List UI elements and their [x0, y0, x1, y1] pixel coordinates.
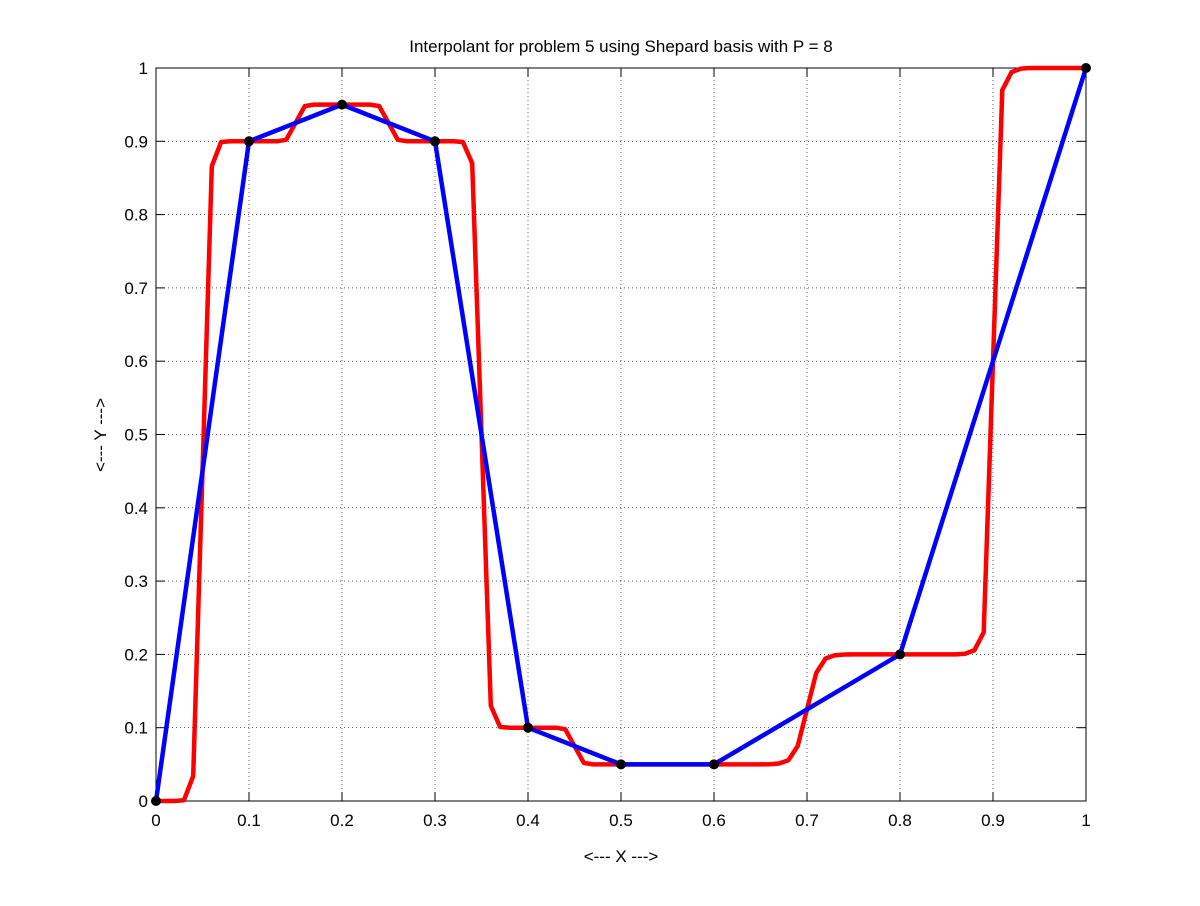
x-tick-label: 0.3	[423, 811, 447, 830]
x-axis-label: <--- X --->	[584, 847, 659, 866]
y-tick-label: 0.4	[124, 499, 148, 518]
data-point	[523, 722, 533, 733]
y-tick-label: 0.1	[124, 719, 148, 738]
x-tick-label: 0.2	[330, 811, 354, 830]
chart-title: Interpolant for problem 5 using Shepard …	[409, 37, 833, 56]
data-point	[151, 796, 161, 806]
plot-frame	[155, 67, 1087, 802]
x-tick-label: 0.4	[516, 811, 540, 830]
y-tick-label: 0.8	[124, 206, 148, 225]
data-point	[1081, 63, 1091, 73]
y-tick-label: 0.9	[124, 132, 148, 151]
x-tick-label: 0	[151, 811, 160, 830]
data-point	[430, 136, 440, 147]
x-tick-label: 0.8	[888, 811, 912, 830]
x-tick-label: 0.5	[609, 811, 633, 830]
data-point	[895, 649, 905, 660]
y-tick-label: 0.3	[124, 572, 148, 591]
x-tick-label: 0.7	[795, 811, 819, 830]
y-tick-label: 1	[139, 59, 148, 78]
y-tick-label: 0.7	[124, 279, 148, 298]
x-tick-label: 0.6	[702, 811, 726, 830]
data-point	[337, 99, 347, 110]
data-point	[244, 136, 254, 147]
y-axis-label: <--- Y --->	[91, 398, 110, 472]
data-point	[616, 759, 626, 770]
data-point	[709, 759, 719, 770]
y-tick-label: 0.5	[124, 426, 148, 445]
y-tick-label: 0.2	[124, 645, 148, 664]
x-tick-label: 1	[1081, 811, 1090, 830]
x-tick-label: 0.1	[237, 811, 261, 830]
y-tick-label: 0.6	[124, 352, 148, 371]
x-tick-label: 0.9	[981, 811, 1005, 830]
y-tick-label: 0	[139, 792, 148, 811]
